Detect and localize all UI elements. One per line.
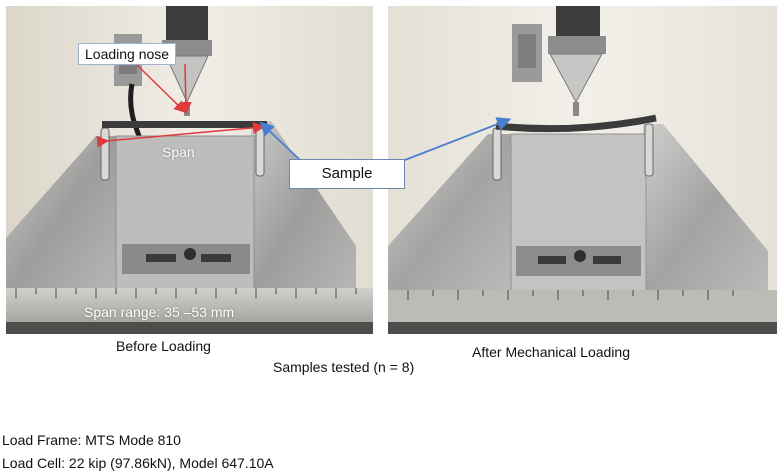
spec-load-frame: Load Frame: MTS Mode 810 xyxy=(2,432,181,448)
fixture-after-illustration xyxy=(388,6,777,334)
caption-before-loading: Before Loading xyxy=(116,338,211,354)
caption-after-loading: After Mechanical Loading xyxy=(472,344,630,360)
span-range-label: Span range: 35 –53 mm xyxy=(84,304,235,320)
loading-nose-callout: Loading nose xyxy=(78,43,177,65)
span-label: Span xyxy=(162,144,195,160)
sample-callout: Sample xyxy=(289,159,405,189)
caption-samples-tested: Samples tested (n = 8) xyxy=(273,359,415,375)
photo-after-loading xyxy=(388,6,777,334)
spec-load-cell: Load Cell: 22 kip (97.86kN), Model 647.1… xyxy=(2,455,274,471)
